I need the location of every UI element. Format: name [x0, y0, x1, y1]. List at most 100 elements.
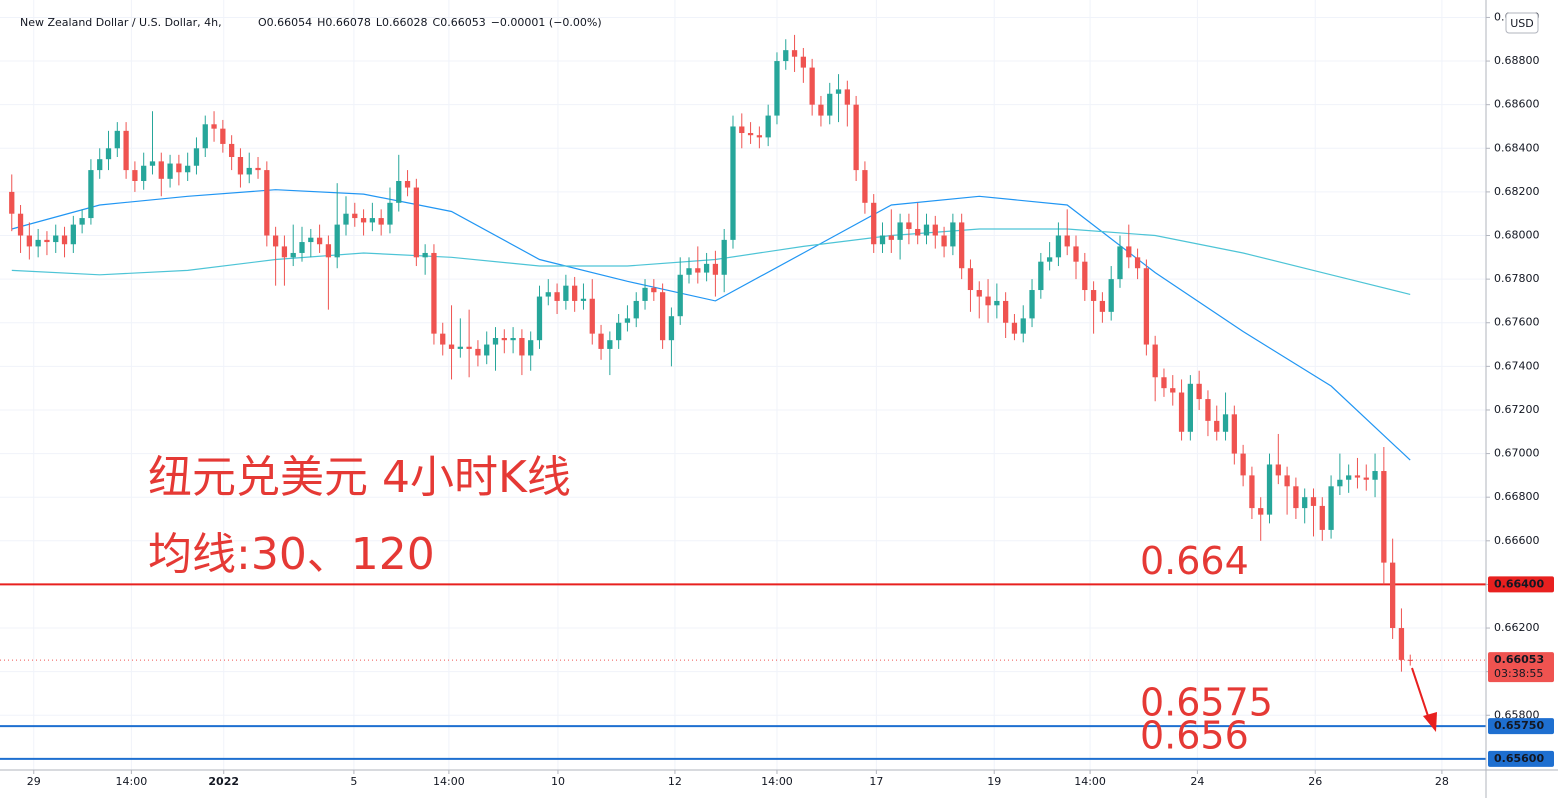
candle-body: [378, 218, 384, 225]
candle-body: [1293, 486, 1299, 509]
candle-body: [246, 167, 252, 175]
candle-body: [475, 348, 481, 356]
candle-body: [967, 268, 974, 291]
candle-body: [1170, 388, 1176, 393]
x-tick-label: 14:00: [1074, 775, 1106, 788]
candle-body: [994, 300, 1000, 306]
x-tick-label: 2022: [208, 775, 239, 788]
plot-area: [0, 34, 1486, 760]
candle-body: [1196, 383, 1202, 400]
candle-body: [290, 252, 296, 258]
candle-body: [950, 222, 956, 247]
candle-body: [932, 224, 938, 236]
candle-body: [369, 218, 376, 223]
x-tick-label: 29: [27, 775, 41, 788]
y-tick-label: 0.67600: [1494, 316, 1540, 329]
candle-body: [1117, 246, 1123, 280]
level-annotation: 0.664: [1140, 539, 1249, 583]
y-tick-label: 0.68800: [1494, 54, 1540, 67]
candle-body: [572, 285, 578, 301]
candle-body: [264, 170, 270, 236]
candle-body: [1319, 505, 1325, 530]
candle-body: [88, 170, 94, 219]
candle-body: [879, 235, 886, 245]
candle-body: [1187, 383, 1193, 432]
candle-body: [343, 213, 349, 225]
y-tick-label: 0.66200: [1494, 621, 1540, 634]
candle-body: [466, 346, 472, 349]
annotation: 纽元兑美元 4小时K线: [148, 452, 571, 503]
y-tick-label: 0.67200: [1494, 403, 1540, 416]
candle-body: [1020, 318, 1026, 334]
candle-body: [1363, 477, 1369, 480]
candle-body: [1381, 471, 1387, 563]
candle-body: [915, 228, 921, 236]
level-annotation: 0.6575: [1140, 681, 1273, 725]
candle-body: [871, 202, 877, 245]
candle-body: [1205, 399, 1211, 421]
y-tick-label: 0.65800: [1494, 708, 1540, 721]
candle-body: [598, 333, 604, 349]
candle-body: [158, 161, 164, 179]
candle-body: [765, 115, 771, 138]
candle-body: [1398, 628, 1405, 660]
y-tick-label: 0.66800: [1494, 490, 1540, 503]
candle-body: [536, 296, 543, 341]
ohlc-value: H0.66078: [317, 16, 371, 29]
candle-body: [61, 235, 68, 245]
candle-body: [79, 218, 85, 225]
grid: [0, 0, 1486, 770]
candle-body: [352, 213, 358, 219]
y-tick-label: 0.67800: [1494, 272, 1540, 285]
candle-body: [17, 213, 24, 236]
candle-body: [1275, 464, 1281, 476]
countdown: 03:38:55: [1494, 667, 1543, 680]
candle-body: [211, 124, 217, 129]
ohlc-value: C0.66053: [433, 16, 486, 29]
candle-body: [510, 338, 516, 341]
candle-body: [404, 180, 411, 188]
candle-body: [281, 246, 288, 258]
candle-body: [308, 237, 314, 243]
level-annotation: 0.656: [1140, 713, 1249, 757]
candle-body: [528, 340, 534, 356]
level-label: 0.66400: [1494, 577, 1544, 590]
arrow-head: [1423, 712, 1437, 732]
candle-body: [229, 143, 235, 158]
candle-body: [316, 237, 323, 245]
candle-body: [607, 340, 613, 349]
candle-body: [1073, 246, 1079, 262]
candle-body: [105, 148, 112, 160]
candle-body: [1143, 268, 1150, 345]
candle-body: [941, 235, 947, 247]
candle-body: [791, 50, 798, 57]
candle-body: [730, 126, 736, 240]
x-tick-label: 14:00: [761, 775, 793, 788]
candle-body: [959, 222, 965, 269]
candle-body: [1038, 261, 1044, 291]
candle-body: [176, 163, 182, 173]
candle-body: [589, 298, 595, 334]
y-tick-label: 0.66600: [1494, 534, 1540, 547]
candle-body: [299, 242, 305, 253]
candle-body: [1302, 497, 1308, 509]
x-tick-label: 24: [1190, 775, 1204, 788]
candle-body: [1011, 322, 1018, 334]
candle-body: [123, 130, 129, 171]
candle-body: [220, 128, 226, 144]
candle-body: [1178, 392, 1185, 432]
candle-body: [255, 167, 261, 171]
candle-body: [53, 235, 59, 243]
candle-body: [844, 89, 850, 105]
x-tick-label: 5: [350, 775, 357, 788]
current-price-box: [1488, 652, 1554, 683]
currency-box[interactable]: [1505, 12, 1539, 34]
candle-body: [1240, 453, 1246, 476]
candle-body: [387, 202, 393, 225]
level-label: 0.65600: [1494, 752, 1544, 765]
candle-body: [545, 292, 551, 297]
candle-body: [431, 252, 437, 334]
candle-body: [484, 344, 490, 356]
candle-body: [888, 235, 894, 240]
